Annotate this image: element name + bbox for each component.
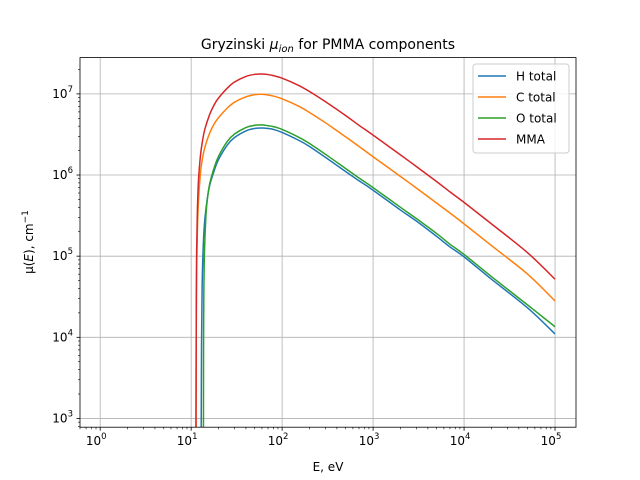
x-axis-label: E, eV — [313, 460, 345, 474]
title-prefix: Gryzinski — [201, 37, 270, 53]
tick-base: 10 — [86, 434, 101, 448]
tick-base: 10 — [52, 411, 67, 425]
ylabel-mu: μ( — [22, 262, 36, 274]
title-suffix: for PMMA components — [294, 37, 455, 53]
tick-exponent: 2 — [283, 432, 288, 442]
tick-base: 10 — [177, 434, 192, 448]
y-tick-label: 107 — [52, 85, 73, 101]
tick-base: 10 — [52, 168, 67, 182]
ylabel-e: E — [22, 254, 36, 262]
tick-exponent: 6 — [68, 166, 73, 176]
x-tick-label: 105 — [541, 432, 562, 448]
legend: H total C total O total MMA — [472, 63, 570, 154]
tick-exponent: 4 — [68, 328, 73, 338]
title-subscript: ion — [279, 44, 294, 55]
tick-exponent: 3 — [68, 409, 73, 419]
series-line-c-total — [195, 93, 556, 428]
tick-exponent: 0 — [101, 432, 106, 442]
x-tick-label: 102 — [268, 432, 289, 448]
tick-exponent: 7 — [68, 85, 73, 95]
y-tick-label: 104 — [52, 328, 73, 344]
tick-base: 10 — [450, 434, 465, 448]
legend-label-h-total: H total — [516, 70, 556, 84]
x-tick-label: 100 — [86, 432, 107, 448]
legend-label-c-total: C total — [516, 91, 556, 105]
tick-base: 10 — [268, 434, 283, 448]
ylabel-unit: ), cm — [22, 223, 36, 254]
tick-base: 10 — [52, 330, 67, 344]
y-tick-label: 103 — [52, 409, 73, 425]
tick-base: 10 — [359, 434, 374, 448]
x-tick-label: 101 — [177, 432, 198, 448]
chart-title: Gryzinski μion for PMMA components — [201, 37, 455, 55]
legend-frame — [472, 63, 570, 154]
ylabel-sup: −1 — [21, 210, 31, 223]
tick-exponent: 3 — [374, 432, 379, 442]
tick-exponent: 5 — [556, 432, 561, 442]
y-axis-label: μ(E), cm−1 — [21, 210, 36, 274]
series-line-o-total — [202, 124, 556, 428]
plot-frame — [79, 57, 577, 428]
series-line-mma — [195, 73, 556, 428]
legend-label-o-total: O total — [516, 112, 557, 126]
title-mu: μ — [269, 37, 279, 53]
y-tick-label: 105 — [52, 247, 73, 263]
tick-base: 10 — [52, 87, 67, 101]
tick-exponent: 4 — [465, 432, 470, 442]
series-layer — [195, 73, 556, 428]
x-tick-label: 103 — [359, 432, 380, 448]
tick-exponent: 5 — [68, 247, 73, 257]
legend-label-mma: MMA — [516, 133, 546, 147]
y-tick-label: 106 — [52, 166, 73, 182]
x-tick-label: 104 — [450, 432, 471, 448]
tick-base: 10 — [541, 434, 556, 448]
tick-exponent: 1 — [192, 432, 197, 442]
tick-base: 10 — [52, 249, 67, 263]
